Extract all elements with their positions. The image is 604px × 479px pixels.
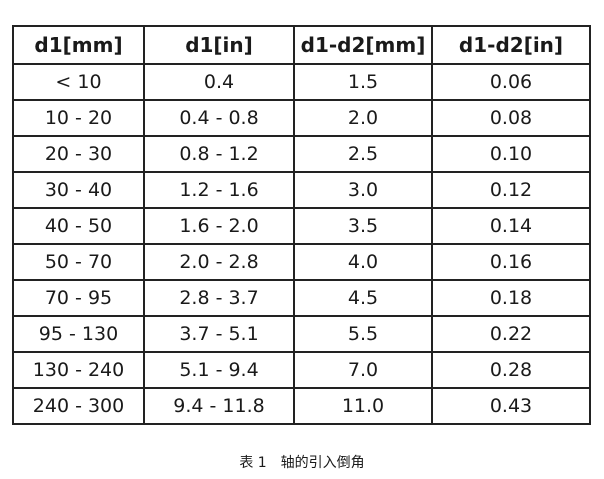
table-cell: 7.0	[293, 351, 433, 389]
table-cell: 70 - 95	[12, 279, 145, 317]
header-cell: d1[mm]	[12, 25, 145, 65]
table-row: 70 - 95 2.8 - 3.7 4.5 0.18	[12, 279, 591, 317]
table-row: 20 - 30 0.8 - 1.2 2.5 0.10	[12, 135, 591, 173]
table-cell: 0.8 - 1.2	[143, 135, 295, 173]
table-row: 240 - 300 9.4 - 11.8 11.0 0.43	[12, 387, 591, 425]
table-cell: 3.7 - 5.1	[143, 315, 295, 353]
header-row: d1[mm] d1[in] d1-d2[mm] d1-d2[in]	[12, 25, 591, 65]
table-cell: 0.43	[431, 387, 591, 425]
table-cell: 1.6 - 2.0	[143, 207, 295, 245]
table-cell: 50 - 70	[12, 243, 145, 281]
header-cell: d1-d2[in]	[431, 25, 591, 65]
table-cell: 0.4 - 0.8	[143, 99, 295, 137]
table-row: < 10 0.4 1.5 0.06	[12, 63, 591, 101]
table-cell: 130 - 240	[12, 351, 145, 389]
table-row: 130 - 240 5.1 - 9.4 7.0 0.28	[12, 351, 591, 389]
header-cell: d1-d2[mm]	[293, 25, 433, 65]
table-row: 10 - 20 0.4 - 0.8 2.0 0.08	[12, 99, 591, 137]
table-cell: 4.5	[293, 279, 433, 317]
table-cell: 2.8 - 3.7	[143, 279, 295, 317]
table-row: 30 - 40 1.2 - 1.6 3.0 0.12	[12, 171, 591, 209]
table-cell: 1.5	[293, 63, 433, 101]
table-cell: 95 - 130	[12, 315, 145, 353]
table-cell: 0.16	[431, 243, 591, 281]
table-cell: 2.0	[293, 99, 433, 137]
table-cell: 0.08	[431, 99, 591, 137]
table-cell: 0.14	[431, 207, 591, 245]
table-cell: 5.1 - 9.4	[143, 351, 295, 389]
table-cell: 2.0 - 2.8	[143, 243, 295, 281]
table-cell: 3.5	[293, 207, 433, 245]
table-cell: 40 - 50	[12, 207, 145, 245]
table-cell: 11.0	[293, 387, 433, 425]
table-cell: 20 - 30	[12, 135, 145, 173]
table-cell: 240 - 300	[12, 387, 145, 425]
table-cell: 0.06	[431, 63, 591, 101]
table-row: 95 - 130 3.7 - 5.1 5.5 0.22	[12, 315, 591, 353]
table-row: 50 - 70 2.0 - 2.8 4.0 0.16	[12, 243, 591, 281]
table-cell: 30 - 40	[12, 171, 145, 209]
table-cell: 1.2 - 1.6	[143, 171, 295, 209]
table-body: < 10 0.4 1.5 0.06 10 - 20 0.4 - 0.8 2.0 0.08 20 …	[12, 63, 591, 425]
table-row: 40 - 50 1.6 - 2.0 3.5 0.14	[12, 207, 591, 245]
table-cell: 0.12	[431, 171, 591, 209]
table-cell: 4.0	[293, 243, 433, 281]
table-header: d1[mm] d1[in] d1-d2[mm] d1-d2[in]	[12, 25, 591, 65]
table-cell: 5.5	[293, 315, 433, 353]
table-cell: < 10	[12, 63, 145, 101]
data-table: d1[mm] d1[in] d1-d2[mm] d1-d2[in] < 10 0.4 1.…	[12, 25, 591, 425]
table-cell: 2.5	[293, 135, 433, 173]
table-cell: 0.4	[143, 63, 295, 101]
table-cell: 9.4 - 11.8	[143, 387, 295, 425]
header-cell: d1[in]	[143, 25, 295, 65]
table-cell: 0.28	[431, 351, 591, 389]
table-cell: 0.22	[431, 315, 591, 353]
table-cell: 0.10	[431, 135, 591, 173]
table-cell: 3.0	[293, 171, 433, 209]
table-cell: 10 - 20	[12, 99, 145, 137]
table-cell: 0.18	[431, 279, 591, 317]
caption: 表 1 轴的引入倒角	[239, 455, 365, 471]
